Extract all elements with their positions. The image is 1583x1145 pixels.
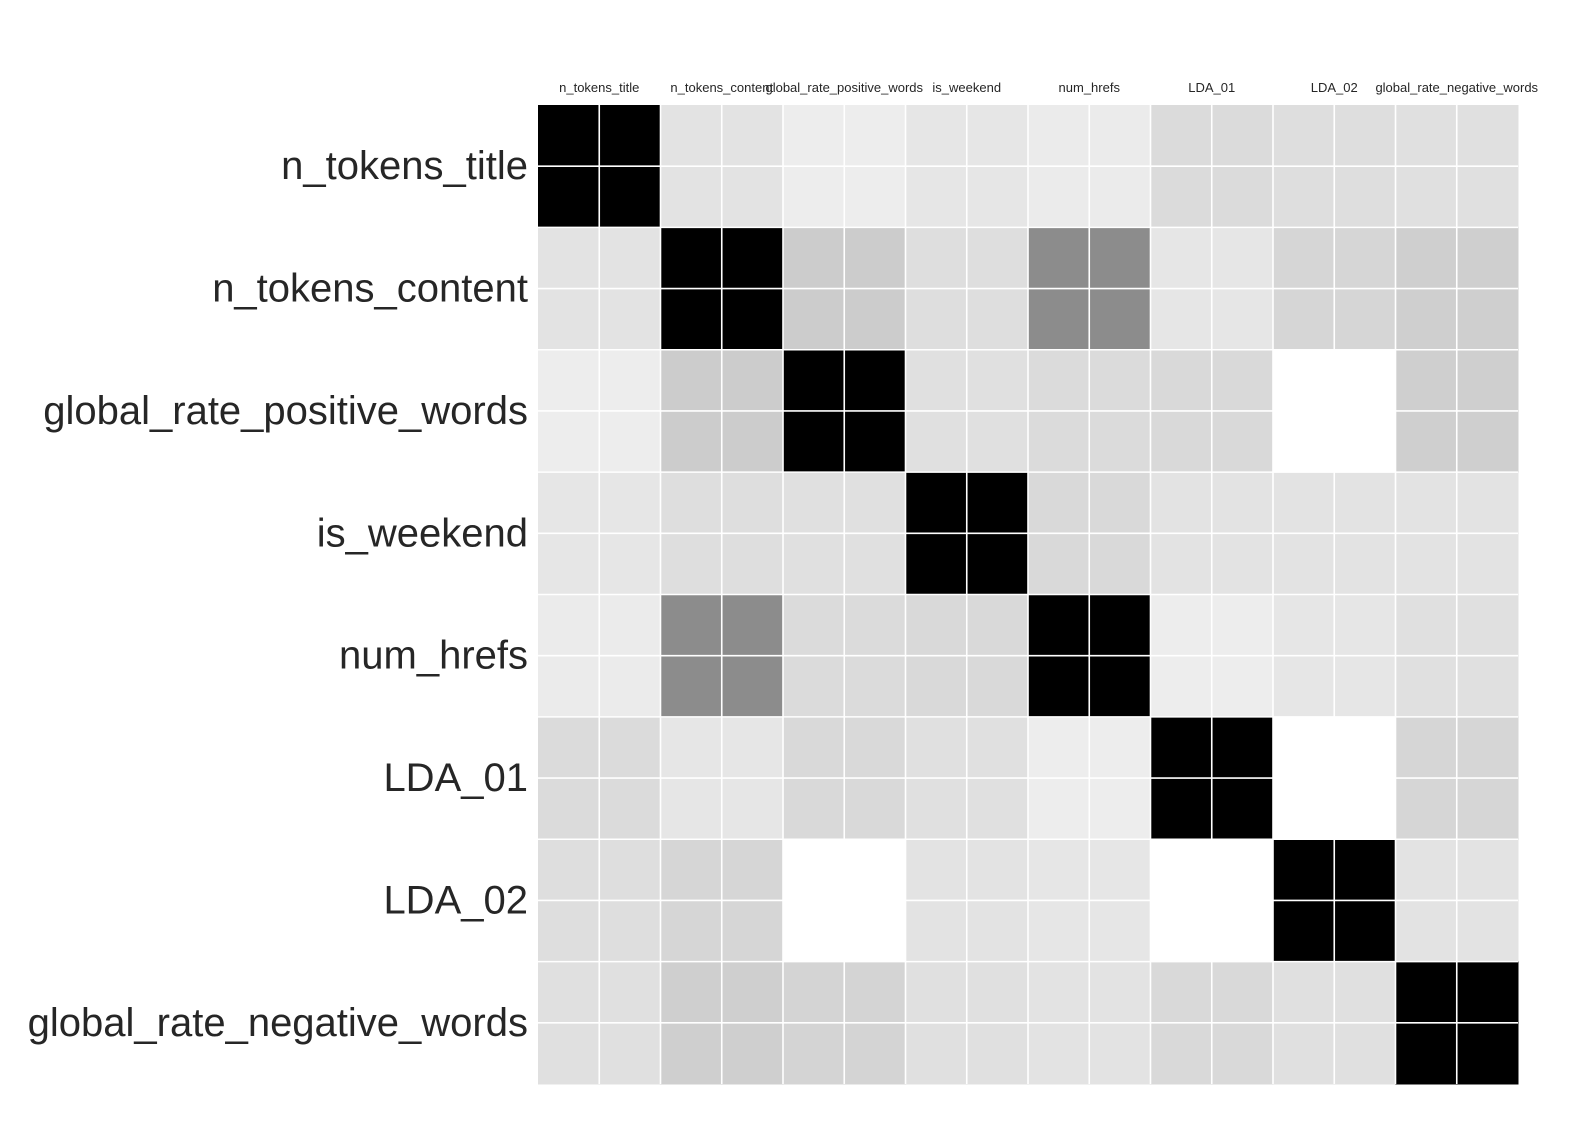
- row-labels: n_tokens_title n_tokens_content global_rat…: [28, 144, 528, 1045]
- column-label-lda-02: LDA_02: [1311, 80, 1358, 95]
- row-label-global-rate-negative-words: global_rate_negative_words: [28, 1001, 528, 1045]
- row-label-num-hrefs: num_hrefs: [339, 634, 528, 678]
- column-labels: n_tokens_title n_tokens_contentglobal_rat…: [559, 80, 1538, 95]
- column-label-is-weekend: is_weekend: [932, 80, 1001, 95]
- heatmap-grid: [538, 105, 1518, 1084]
- column-label-lda-01: LDA_01: [1188, 80, 1235, 95]
- column-label-global-rate-positive-words: global_rate_positive_words: [765, 80, 923, 95]
- column-label-n-tokens-title: n_tokens_title: [559, 80, 639, 95]
- column-label-num-hrefs: num_hrefs: [1059, 80, 1121, 95]
- row-label-is-weekend: is_weekend: [317, 511, 528, 555]
- column-label-n-tokens-content: n_tokens_content: [670, 80, 773, 95]
- row-label-n-tokens-content: n_tokens_content: [212, 267, 528, 311]
- row-label-lda-01: LDA_01: [383, 756, 528, 800]
- row-label-global-rate-positive-words: global_rate_positive_words: [43, 389, 528, 433]
- row-label-n-tokens-title: n_tokens_title: [281, 144, 528, 188]
- column-label-global-rate-negative-words: global_rate_negative_words: [1375, 80, 1538, 95]
- row-label-lda-02: LDA_02: [383, 878, 528, 922]
